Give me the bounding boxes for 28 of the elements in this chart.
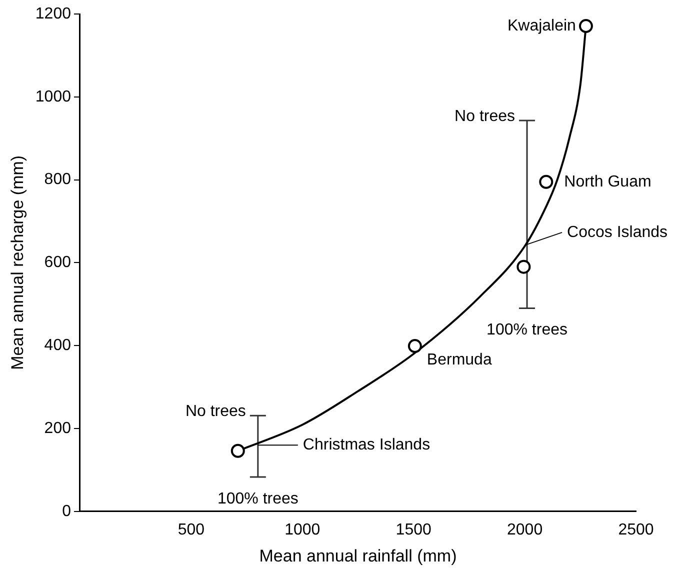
y-tick-label: 1200 [35,5,72,22]
y-tick-label: 200 [44,420,72,437]
x-axis-title: Mean annual rainfall (mm) [259,546,457,566]
x-tick-label: 2500 [618,521,654,538]
point [230,444,245,458]
annotation: No trees [454,108,516,125]
annotation: North Guam [564,173,652,190]
y-tick-label: 400 [44,337,72,354]
x-tick-label: 500 [178,521,205,538]
y-tick-label: 800 [44,171,72,188]
point [578,19,593,34]
annotation: Cocos Islands [567,224,668,241]
point [408,339,422,354]
x-tick-label: 2000 [507,521,543,538]
point [539,174,554,189]
point [516,260,531,274]
y-tick-label: 1000 [35,88,72,106]
y-tick-label: 0 [62,502,72,520]
annotation: Christmas Islands [302,436,430,454]
annotation: Bermuda [426,351,492,368]
annotation: 100% trees [217,490,298,508]
y-axis-title: Mean annual recharge (mm) [8,155,27,370]
y-tick-label: 600 [44,254,72,272]
annotation: No trees [185,403,246,420]
annotation: 100% trees [486,322,568,339]
x-tick-label: 1500 [396,521,432,538]
annotation: Kwajalein [507,17,576,34]
x-tick-label: 1000 [284,521,320,538]
